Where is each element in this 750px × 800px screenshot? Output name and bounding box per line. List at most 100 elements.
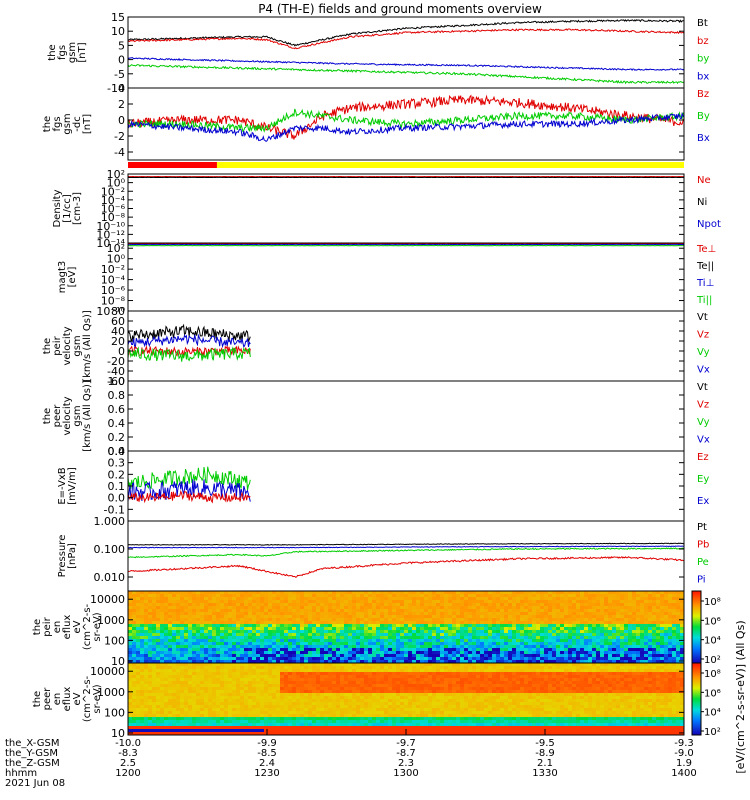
- heatmap-cell: [308, 597, 313, 601]
- heatmap-cell: [416, 654, 421, 658]
- heatmap-cell: [316, 702, 321, 706]
- heatmap-cell: [164, 654, 169, 658]
- heatmap-cell: [672, 633, 677, 637]
- heatmap-cell: [512, 654, 517, 658]
- heatmap-cell: [520, 633, 525, 637]
- heatmap-cell: [540, 618, 545, 622]
- heatmap-cell: [340, 702, 345, 706]
- heatmap-cell: [304, 609, 309, 613]
- heatmap-cell: [188, 723, 193, 727]
- heatmap-cell: [340, 687, 345, 691]
- heatmap-cell: [300, 654, 305, 658]
- heatmap-cell: [316, 633, 321, 637]
- heatmap-cell: [636, 630, 641, 634]
- heatmap-cell: [348, 642, 353, 646]
- heatmap-cell: [320, 591, 325, 595]
- heatmap-cell: [164, 612, 169, 616]
- heatmap-cell: [540, 648, 545, 652]
- heatmap-cell: [280, 726, 285, 730]
- heatmap-cell: [644, 621, 649, 625]
- heatmap-cell: [292, 612, 297, 616]
- heatmap-cell: [252, 639, 257, 643]
- heatmap-cell: [248, 699, 253, 703]
- heatmap-cell: [632, 612, 637, 616]
- heatmap-cell: [352, 699, 357, 703]
- heatmap-cell: [500, 636, 505, 640]
- heatmap-cell: [132, 648, 137, 652]
- heatmap-cell: [548, 642, 553, 646]
- heatmap-cell: [128, 654, 133, 658]
- heatmap-cell: [616, 597, 621, 601]
- heatmap-cell: [264, 699, 269, 703]
- heatmap-cell: [240, 600, 245, 604]
- heatmap-cell: [284, 636, 289, 640]
- heatmap-cell: [648, 651, 653, 655]
- heatmap-cell: [496, 612, 501, 616]
- heatmap-cell: [448, 603, 453, 607]
- heatmap-cell: [344, 669, 349, 673]
- heatmap-cell: [272, 729, 277, 733]
- heatmap-cell: [184, 633, 189, 637]
- heatmap-cell: [364, 645, 369, 649]
- heatmap-cell: [168, 606, 173, 610]
- heatmap-cell: [440, 603, 445, 607]
- heatmap-cell: [660, 612, 665, 616]
- heatmap-cell: [280, 723, 285, 727]
- heatmap-cell: [284, 594, 289, 598]
- heatmap-cell: [204, 627, 209, 631]
- heatmap-cell: [192, 591, 197, 595]
- heatmap-cell: [172, 687, 177, 691]
- heatmap-cell: [420, 606, 425, 610]
- heatmap-cell: [272, 594, 277, 598]
- heatmap-cell: [152, 633, 157, 637]
- heatmap-cell: [212, 639, 217, 643]
- heatmap-cell: [152, 714, 157, 718]
- heatmap-cell: [328, 636, 333, 640]
- heatmap-cell: [256, 690, 261, 694]
- heatmap-cell: [252, 606, 257, 610]
- heatmap-cell: [424, 627, 429, 631]
- heatmap-cell: [304, 645, 309, 649]
- heatmap-cell: [280, 645, 285, 649]
- heatmap-cell: [656, 594, 661, 598]
- heatmap-cell: [176, 660, 181, 663]
- heatmap-cell: [276, 627, 281, 631]
- heatmap-cell: [264, 615, 269, 619]
- heatmap-cell: [632, 594, 637, 598]
- heatmap-cell: [268, 597, 273, 601]
- heatmap-cell: [520, 657, 525, 661]
- heatmap-cell: [320, 666, 325, 670]
- heatmap-cell: [600, 600, 605, 604]
- heatmap-cell: [500, 594, 505, 598]
- heatmap-cell: [192, 657, 197, 661]
- heatmap-cell: [140, 630, 145, 634]
- heatmap-cell: [172, 609, 177, 613]
- heatmap-cell: [208, 711, 213, 715]
- heatmap-cell: [308, 648, 313, 652]
- heatmap-cell: [552, 648, 557, 652]
- heatmap-cell: [208, 726, 213, 730]
- heatmap-cell: [604, 627, 609, 631]
- heatmap-cell: [384, 639, 389, 643]
- heatmap-cell: [464, 621, 469, 625]
- heatmap-cell: [248, 648, 253, 652]
- heatmap-cell: [512, 606, 517, 610]
- heatmap-cell: [228, 606, 233, 610]
- heatmap-cell: [168, 591, 173, 595]
- heatmap-cell: [296, 723, 301, 727]
- heatmap-cell: [184, 705, 189, 709]
- heatmap-cell: [460, 615, 465, 619]
- heatmap-cell: [636, 606, 641, 610]
- heatmap-cell: [232, 708, 237, 712]
- heatmap-cell: [404, 612, 409, 616]
- heatmap-cell: [328, 594, 333, 598]
- heatmap-cell: [352, 684, 357, 688]
- heatmap-cell: [416, 594, 421, 598]
- heatmap-cell: [524, 600, 529, 604]
- heatmap-cell: [228, 708, 233, 712]
- heatmap-cell: [380, 630, 385, 634]
- heatmap-cell: [292, 615, 297, 619]
- heatmap-cell: [416, 618, 421, 622]
- heatmap-cell: [508, 594, 513, 598]
- heatmap-cell: [352, 717, 357, 721]
